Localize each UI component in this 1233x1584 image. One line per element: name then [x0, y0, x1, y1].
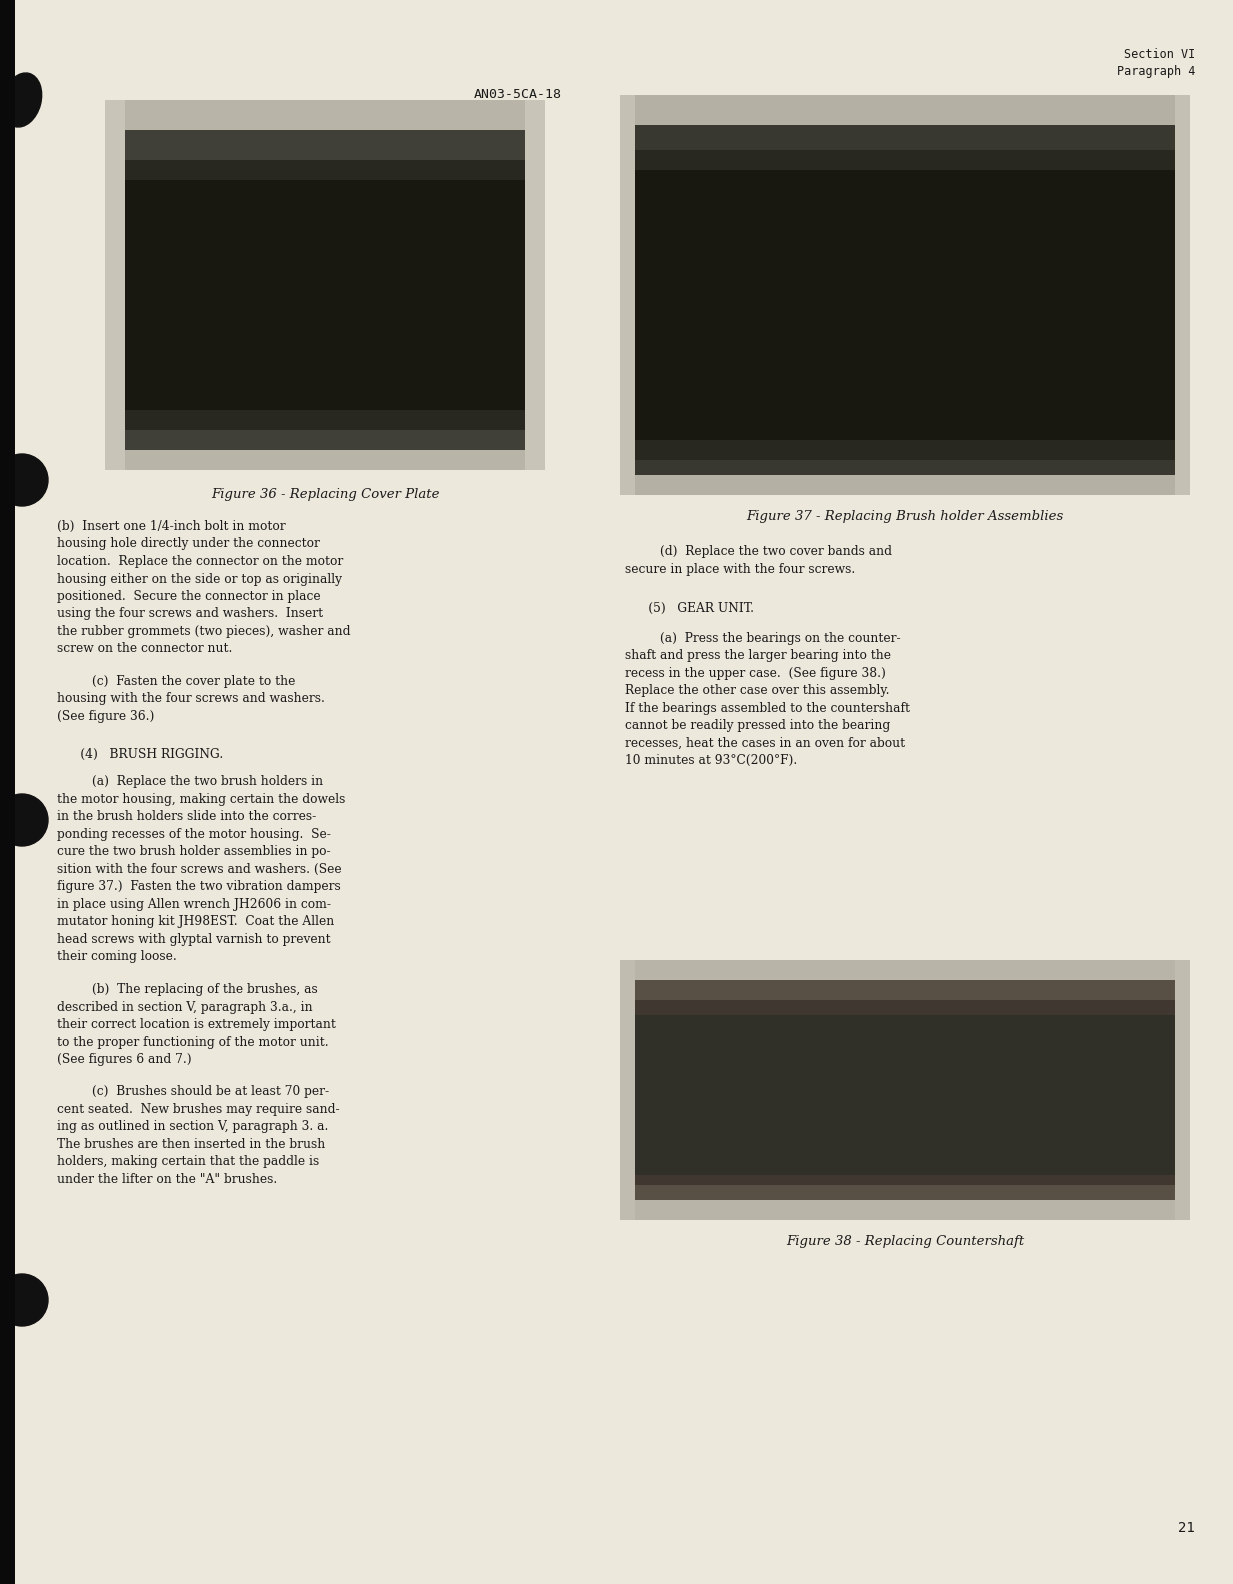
Text: Section VI: Section VI: [1123, 48, 1195, 62]
Bar: [635, 1000, 1175, 1185]
Text: (a)  Replace the two brush holders in
the motor housing, making certain the dowe: (a) Replace the two brush holders in the…: [57, 775, 345, 963]
Bar: [125, 160, 525, 429]
Bar: [620, 960, 1190, 1220]
Text: Figure 36 - Replacing Cover Plate: Figure 36 - Replacing Cover Plate: [211, 488, 439, 501]
Bar: [635, 1015, 1175, 1175]
Bar: [620, 95, 1190, 494]
Text: (4)   BRUSH RIGGING.: (4) BRUSH RIGGING.: [57, 748, 223, 760]
Text: (5)   GEAR UNIT.: (5) GEAR UNIT.: [625, 602, 755, 615]
Bar: [105, 100, 545, 470]
Circle shape: [0, 794, 48, 846]
Circle shape: [0, 1274, 48, 1326]
Bar: [635, 125, 1175, 475]
Bar: [635, 980, 1175, 1201]
Text: AN03-5CA-18: AN03-5CA-18: [473, 89, 562, 101]
Text: (a)  Press the bearings on the counter-
shaft and press the larger bearing into : (a) Press the bearings on the counter- s…: [625, 632, 910, 767]
Bar: [125, 181, 525, 410]
Bar: [125, 130, 525, 450]
Bar: [635, 960, 1175, 1220]
Text: Paragraph 4: Paragraph 4: [1117, 65, 1195, 78]
Text: (b)  The replacing of the brushes, as
described in section V, paragraph 3.a., in: (b) The replacing of the brushes, as des…: [57, 984, 335, 1066]
Text: (b)  Insert one 1/4-inch bolt in motor
housing hole directly under the connector: (b) Insert one 1/4-inch bolt in motor ho…: [57, 520, 350, 656]
Bar: [635, 95, 1175, 494]
Circle shape: [0, 455, 48, 505]
Text: 21: 21: [1179, 1521, 1195, 1535]
Text: Figure 38 - Replacing Countershaft: Figure 38 - Replacing Countershaft: [785, 1236, 1025, 1248]
Bar: [0, 0, 15, 1584]
Text: Figure 37 - Replacing Brush holder Assemblies: Figure 37 - Replacing Brush holder Assem…: [746, 510, 1064, 523]
Bar: [635, 169, 1175, 440]
Text: (c)  Brushes should be at least 70 per-
cent seated.  New brushes may require sa: (c) Brushes should be at least 70 per- c…: [57, 1085, 339, 1185]
Bar: [125, 100, 525, 470]
Text: (c)  Fasten the cover plate to the
housing with the four screws and washers.
(Se: (c) Fasten the cover plate to the housin…: [57, 675, 324, 722]
Ellipse shape: [2, 73, 42, 127]
Text: (d)  Replace the two cover bands and
secure in place with the four screws.: (d) Replace the two cover bands and secu…: [625, 545, 891, 575]
Bar: [635, 150, 1175, 459]
